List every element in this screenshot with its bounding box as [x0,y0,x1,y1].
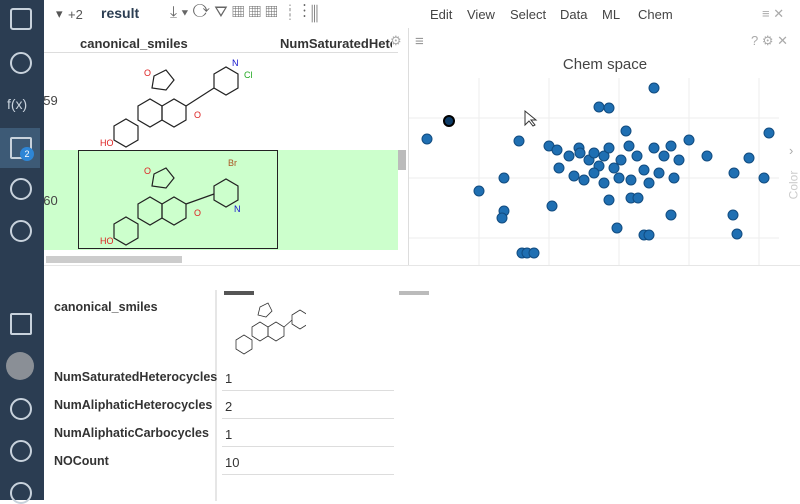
separator [222,474,394,475]
molecule: O HO O N Cl [100,58,253,148]
cursor [524,109,538,127]
svg-text:O: O [194,208,201,218]
row[interactable] [44,52,398,151]
menu-item[interactable]: Edit [430,7,453,22]
scatter-title: Chem space [562,56,648,73]
column-header[interactable]: canonical_smiles [80,36,188,51]
field-label: canonical_smiles [54,300,158,314]
tab-indicator[interactable] [399,291,429,295]
v-scrollbar[interactable] [398,150,406,170]
svg-text:O: O [144,166,151,176]
functions-icon[interactable]: f(x) [7,96,28,112]
tables-badge: 2 [20,147,34,161]
molecule: Br [235,302,306,355]
svg-text:N: N [232,58,239,68]
menu-item[interactable]: Chem [638,7,673,22]
menu-item[interactable]: ML [602,7,621,22]
scatter-panel: ≡ ? ⚙ ✕ Chem space Color › [408,28,800,265]
current-cell [78,150,278,249]
field-label: NumAliphaticCarbocycles [54,426,209,440]
toolbar: ▾ +2 result ⤓ ▾ ⟳ ⛛ ▦ ▦ ▦ ┊ ⁝ ⫼ Edit Vie… [44,0,800,28]
toolbar-icons[interactable]: ⤓ ▾ ⟳ ⛛ ▦ ▦ ▦ ┊ ⁝ ⫼ [170,4,319,21]
separator [222,446,394,447]
divider [215,290,217,501]
table-name[interactable]: result [101,5,140,21]
h-scrollbar[interactable] [46,256,182,263]
sidebar: f(x) 2 [0,0,44,504]
tables-active[interactable] [0,128,40,168]
svg-text:N: N [234,204,241,214]
column-settings[interactable]: ⚙ [390,33,402,48]
svg-text:HO: HO [100,236,114,246]
field-value: 1 [225,427,233,442]
svg-text:Cl: Cl [244,70,253,80]
help-icon[interactable] [10,398,32,420]
color-label[interactable]: Color [786,170,800,200]
row-number: 560 [44,193,58,208]
field-value: 10 [225,455,240,470]
row-selected[interactable] [44,150,398,250]
svg-text:O: O [144,68,151,78]
window-icon[interactable] [10,313,32,335]
field-value: 2 [225,399,233,414]
logo[interactable] [10,8,32,30]
dropdown-arrow[interactable]: ▾ [56,6,63,21]
views-badge[interactable]: +2 [68,7,83,22]
column-header[interactable]: NumSaturatedHetero [280,36,392,51]
separator [222,418,394,419]
menu-item[interactable]: Data [560,7,588,22]
grid: canonical_smiles NumSaturatedHetero ⚙ 55… [44,28,408,265]
expand-arrow[interactable]: › [789,143,794,158]
window-controls[interactable]: ≡ ✕ [762,6,785,21]
browse-icon[interactable] [10,52,32,74]
field-value: 1 [225,371,233,386]
field-label: NOCount [54,454,109,468]
scatter-plot [409,78,779,265]
svg-text:HO: HO [100,138,114,148]
panel-menu[interactable]: ≡ [415,33,424,50]
svg-text:Br: Br [228,158,237,168]
menu-item[interactable]: Select [510,7,547,22]
avatar[interactable] [6,352,34,380]
menu-item[interactable]: View [467,7,495,22]
svg-text:O: O [194,110,201,120]
info-icon[interactable] [10,482,32,504]
field-label: NumSaturatedHeterocycles [54,370,218,384]
panel-controls[interactable]: ? ⚙ ✕ [751,33,789,48]
share-icon[interactable] [10,220,32,242]
field-label: NumAliphaticHeterocycles [54,398,213,412]
form-panel [44,265,800,501]
molecule: O HO O Br N [100,158,241,246]
row-number: 559 [44,93,58,108]
favorites-icon[interactable] [10,178,32,200]
tab-indicator[interactable] [224,291,254,295]
settings-icon[interactable] [10,440,32,462]
separator [222,390,394,391]
